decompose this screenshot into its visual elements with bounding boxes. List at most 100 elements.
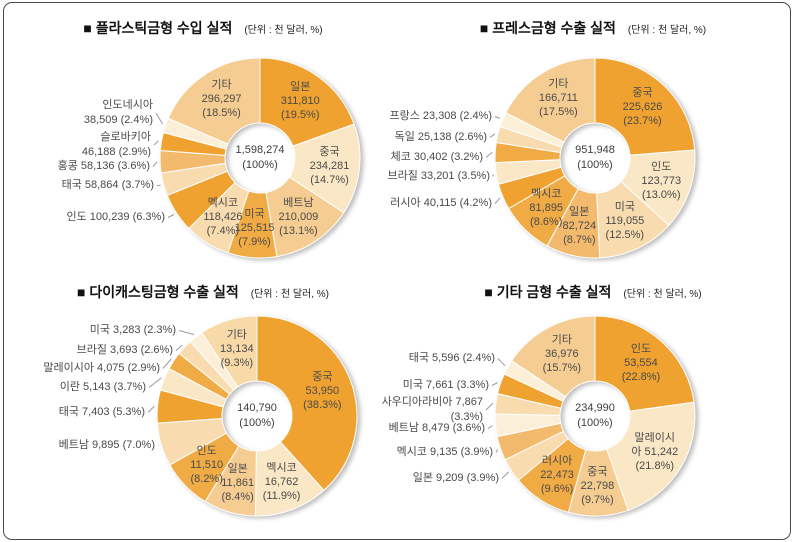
slice-label-미국: 미국 119,055 (12.5%) [605, 200, 644, 242]
center-total: 1,598,274 [235, 144, 285, 156]
donut-center-label: 234,990 (100%) [575, 401, 615, 431]
chart-diecasting-mold-export: ■ 다이캐스팅금형 수출 실적 (단위 : 천 달러, %) 140,790 (… [8, 278, 398, 536]
outside-label-러시아: 러시아 40,115 (4.2%) [390, 196, 492, 211]
slice-label-line: 53,950 [305, 384, 340, 397]
chart-header: ■ 플라스틱금형 수입 실적 (단위 : 천 달러, %) [8, 18, 398, 38]
slice-label-line: (19.5%) [280, 108, 320, 121]
outside-label-line: 멕시코 9,135 (3.9%) [396, 446, 493, 458]
leader-line [178, 330, 195, 335]
donut-slice-기타 [167, 57, 261, 145]
slice-label-line: 미국 [614, 201, 635, 214]
slice-label-line: 말레이시 [634, 432, 676, 445]
center-total: 951,948 [575, 144, 615, 156]
outside-label-line: 미국 3,283 (2.3%) [89, 324, 176, 336]
center-percent: (100%) [577, 159, 613, 171]
outside-label-태국: 태국 58,864 (3.7%) [62, 178, 154, 193]
outside-label-line: 사우디아라비아 7,867 [381, 396, 483, 408]
outside-label-line: 태국 5,596 (2.4%) [408, 352, 495, 364]
slice-label-line: 118,426 [203, 211, 243, 224]
slice-label-line: (17.5%) [539, 106, 578, 119]
leader-line [485, 151, 493, 158]
slice-label-멕시코: 멕시코 16,762 (11.9%) [263, 461, 301, 503]
slice-label-line: (11.9%) [262, 489, 301, 502]
slice-label-line: 멕시코 [266, 461, 297, 474]
leader-line [495, 449, 499, 453]
leader-line [485, 403, 494, 411]
slice-label-line: 311,810 [280, 94, 320, 107]
leader-line [497, 358, 506, 367]
chart-press-mold-export: ■ 프레스금형 수출 실적 (단위 : 천 달러, %) 951,948 (10… [387, 14, 788, 272]
slice-label-기타: 기타 13,134 (9.3%) [220, 328, 254, 370]
slice-label-line: 81,895 [529, 202, 564, 215]
outside-label-태국: 태국 7,403 (5.3%) [59, 405, 145, 420]
outside-label-line: 38,509 (2.4%) [83, 114, 153, 126]
outside-label-프랑스: 프랑스 23,308 (2.4%) [389, 109, 492, 124]
slice-label-line: 123,773 [641, 174, 682, 187]
outside-label-line: 베트남 8,479 (3.6%) [388, 422, 485, 434]
slice-label-line: 234,281 [309, 160, 350, 173]
slice-label-line: 중국 [632, 86, 653, 99]
slice-label-line: 러시아 [541, 454, 573, 467]
slice-label-line: 인도 [630, 343, 652, 356]
slice-label-line: 53,554 [624, 357, 658, 370]
outside-label-line: 미국 7,661 (3.3%) [402, 379, 489, 391]
outside-label-line: 일본 9,209 (3.9%) [412, 472, 499, 484]
outside-label-line: 말레이시아 4,075 (2.9%) [43, 362, 160, 374]
donut-chart [147, 315, 358, 517]
slice-label-line: 296,297 [201, 93, 242, 106]
outside-label-멕시코: 멕시코 9,135 (3.9%) [397, 445, 493, 460]
slice-label-line: 119,055 [605, 215, 645, 228]
slice-label-line: 16,762 [264, 475, 299, 488]
outside-label-이란: 이란 5,143 (3.7%) [60, 380, 146, 395]
center-percent: (100%) [577, 417, 613, 429]
slice-label-line: (23.7%) [623, 114, 662, 127]
donut-chart [485, 315, 696, 517]
outside-label-line: 태국 7,403 (5.3%) [58, 406, 145, 418]
outside-label-미국: 미국 3,283 (2.3%) [90, 323, 176, 338]
slice-label-말레이시아: 말레이시 아 51,242 (21.8%) [631, 431, 678, 473]
slice-label-line: 미국 [244, 207, 265, 220]
leader-line [152, 161, 158, 167]
leader-line [153, 140, 159, 146]
slice-label-인도: 인도 123,773 (13.0%) [641, 160, 681, 202]
outside-label-홍콩: 홍콩 58,136 (3.6%) [58, 159, 150, 174]
outside-label-line: 독일 25,138 (2.6%) [394, 131, 487, 143]
slice-label-일본: 일본 82,724 (8.7%) [562, 205, 596, 247]
slice-label-기타: 기타 166,711 (17.5%) [539, 77, 578, 119]
slice-label-line: 82,724 [562, 220, 597, 233]
center-percent: (100%) [239, 417, 275, 429]
slice-label-line: 멕시코 [207, 197, 239, 210]
slice-label-line: 22,473 [540, 468, 574, 481]
slice-label-기타: 기타 296,297 (18.5%) [202, 78, 242, 120]
donut-center-label: 951,948 (100%) [575, 143, 615, 173]
slice-label-미국: 미국 125,515 (7.9%) [235, 207, 275, 249]
outside-label-미국: 미국 7,661 (3.3%) [403, 378, 489, 393]
leader-line [175, 344, 183, 351]
chart-title: ■ 플라스틱금형 수입 실적 [83, 20, 233, 36]
center-percent: (100%) [242, 159, 278, 171]
slice-label-line: 중국 [312, 370, 333, 383]
outside-label-line: 태국 58,864 (3.7%) [61, 179, 154, 191]
leader-line [167, 214, 175, 218]
slice-label-line: (22.8%) [621, 371, 661, 384]
chart-other-mold-export: ■ 기타 금형 수출 실적 (단위 : 천 달러, %) 234,990 (10… [382, 278, 788, 536]
slice-label-line: 인도 [196, 444, 217, 457]
donut-slice-중국 [594, 57, 696, 156]
slice-label-멕시코: 멕시코 81,895 (8.6%) [529, 187, 563, 229]
slice-label-line: (13.1%) [279, 224, 318, 237]
slice-label-line: 125,515 [234, 221, 275, 234]
outside-label-말레이시아: 말레이시아 4,075 (2.9%) [43, 361, 160, 376]
outside-label-인도네시아: 인도네시아 38,509 (2.4%) [84, 98, 153, 128]
leader-line [147, 405, 155, 413]
slice-label-line: 225,626 [622, 100, 663, 113]
outside-label-line: 46,188 (2.9%) [81, 146, 151, 158]
slice-label-line: 기타 [211, 79, 232, 92]
donut-slice-말레이시아 [605, 401, 696, 511]
donut-slice-중국 [256, 315, 358, 492]
donut-slice-기타 [505, 57, 596, 143]
slice-label-line: (15.7%) [542, 362, 582, 375]
slice-label-line: 일본 [569, 206, 590, 219]
outside-label-브라질: 브라질 3,693 (2.6%) [77, 343, 173, 358]
leader-line [148, 377, 162, 388]
